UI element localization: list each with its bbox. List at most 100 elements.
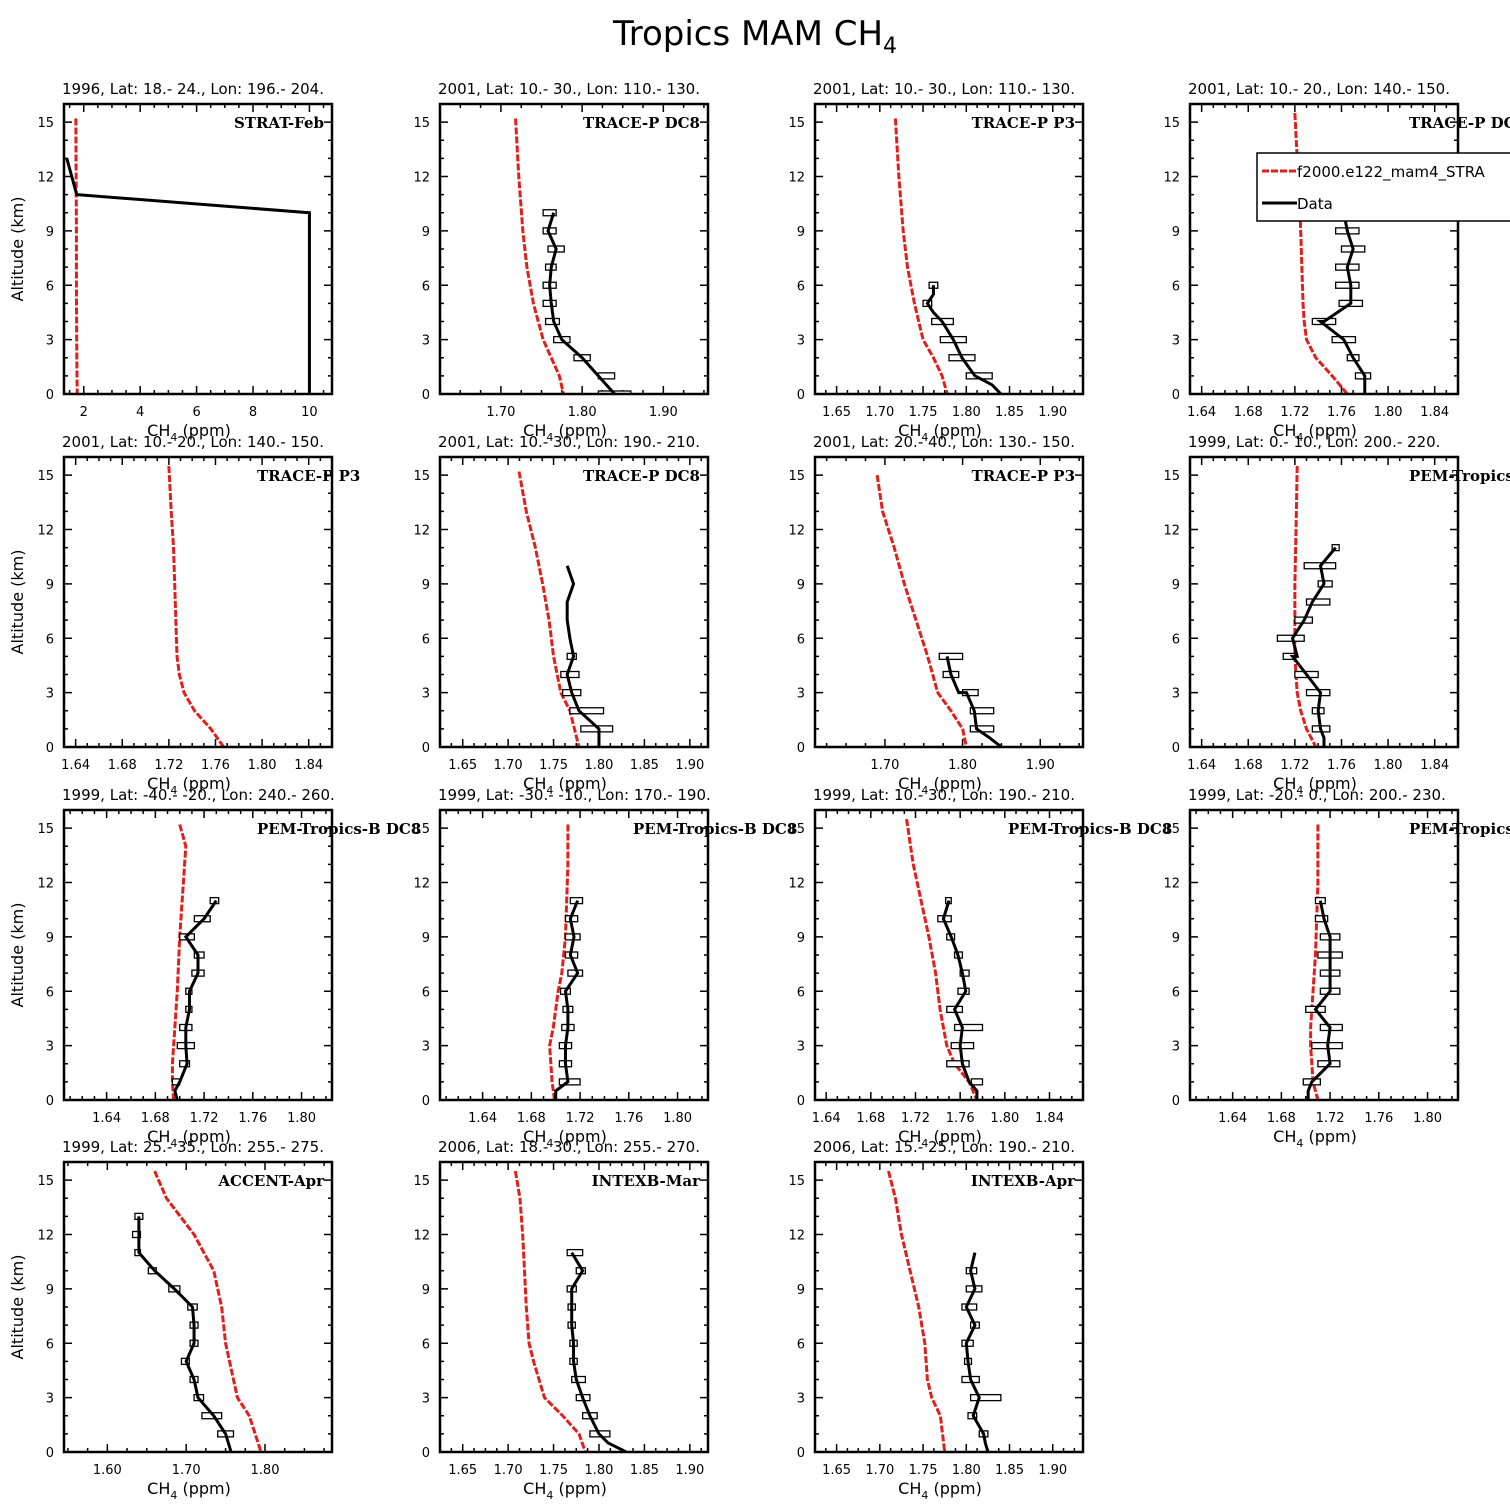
x-tick-label: 1.68	[1267, 1111, 1296, 1126]
x-tick-label: 1.84	[1420, 758, 1449, 773]
x-tick-label: 1.85	[995, 405, 1024, 420]
y-tick-label: 12	[788, 1229, 805, 1244]
x-tick-label: 1.80	[248, 758, 277, 773]
x-tick-label: 1.80	[948, 758, 977, 773]
x-tick-label: 1.75	[539, 758, 568, 773]
panel-tag: STRAT-Feb	[234, 114, 324, 132]
y-tick-label: 0	[797, 388, 805, 403]
x-tick-label: 1.80	[585, 1463, 614, 1478]
panel-frame	[438, 455, 710, 749]
panel-tag: TRACE-P P3	[972, 467, 1075, 485]
y-tick-label: 0	[797, 741, 805, 756]
x-tick-label: 1.80	[568, 405, 597, 420]
x-tick-label: 1.80	[952, 1463, 981, 1478]
x-tick-label: 1.90	[1026, 758, 1055, 773]
x-tick-label: 1.76	[1364, 1111, 1393, 1126]
panel-8: 0 3 6 9 12 15 1.64 1.68 1.72 1.76 1.80 1.84 1999, La…	[1163, 433, 1510, 797]
y-tick-label: 6	[422, 985, 430, 1000]
x-axis-label-post: (ppm)	[553, 421, 606, 440]
y-tick-label: 12	[37, 524, 54, 539]
y-tick-label: 0	[1172, 1094, 1180, 1109]
x-tick-label: 1.68	[517, 1111, 546, 1126]
y-tick-label: 3	[422, 687, 430, 702]
model-line	[170, 824, 188, 1100]
x-tick-label: 1.84	[1035, 1111, 1064, 1126]
y-tick-label: 15	[37, 469, 54, 484]
data-line	[1306, 900, 1332, 1100]
error-box	[560, 670, 580, 679]
error-box	[938, 652, 964, 661]
figure-title-sub: 4	[883, 34, 897, 59]
x-tick-label: 1.72	[1280, 758, 1309, 773]
error-box	[558, 1078, 581, 1086]
panel-15: 0 3 6 9 12 15 1.65 1.70 1.75 1.80 1.85 1.90 2006, La…	[788, 1138, 1085, 1502]
model-line	[548, 824, 570, 1100]
y-tick-label: 12	[1163, 524, 1180, 539]
y-tick-label: 12	[1163, 171, 1180, 186]
y-tick-label: 9	[422, 1283, 430, 1298]
y-tick-label: 15	[37, 116, 54, 131]
x-axis-label-sub: 4	[546, 784, 553, 797]
y-tick-label: 9	[797, 578, 805, 593]
error-box	[946, 1060, 970, 1068]
x-tick-label: 1.65	[448, 1463, 477, 1478]
x-tick-label: 1.90	[1038, 405, 1067, 420]
y-tick-label: 9	[46, 225, 54, 240]
x-tick-label: 1.64	[1187, 758, 1216, 773]
x-tick-label: 1.60	[93, 1463, 122, 1478]
y-tick-label: 0	[46, 1446, 54, 1461]
y-tick-label: 15	[1163, 469, 1180, 484]
plot-area	[1293, 112, 1372, 394]
y-tick-label: 0	[422, 1094, 430, 1109]
y-tick-label: 3	[422, 1392, 430, 1407]
y-tick-label: 12	[788, 524, 805, 539]
x-axis-label-sub: 4	[921, 784, 928, 797]
x-tick-label: 1.80	[952, 405, 981, 420]
y-tick-label: 9	[46, 1283, 54, 1298]
x-tick-label: 1.68	[141, 1111, 170, 1126]
x-tick-label: 1.70	[865, 1463, 894, 1478]
y-tick-label: 9	[1172, 931, 1180, 946]
error-box	[969, 707, 995, 715]
x-axis-label-sub: 4	[170, 431, 177, 444]
x-tick-label: 1.70	[486, 405, 515, 420]
x-tick-label: 1.64	[1187, 405, 1216, 420]
x-axis-label: CH4 (ppm)	[898, 1479, 982, 1502]
x-tick-label: 1.68	[856, 1111, 885, 1126]
y-tick-label: 12	[37, 171, 54, 186]
x-tick-label: 1.64	[1218, 1111, 1247, 1126]
x-axis-label-post: (ppm)	[1303, 421, 1356, 440]
panel-4: 0 3 6 9 12 15 1.64 1.68 1.72 1.76 1.80 1.84 2001, La…	[1163, 80, 1510, 444]
x-axis-label: CH4 (ppm)	[523, 1127, 607, 1150]
y-tick-label: 9	[422, 578, 430, 593]
data-line	[554, 900, 580, 1100]
model-line	[1293, 466, 1318, 747]
y-tick-label: 3	[46, 1392, 54, 1407]
x-tick-label: 1.75	[909, 405, 938, 420]
plot-area	[548, 824, 584, 1100]
data-line	[964, 1252, 990, 1452]
x-axis-label: CH4 (ppm)	[523, 421, 607, 444]
panel-6: 0 3 6 9 12 15 1.65 1.70 1.75 1.80 1.85 1.90 2001, La…	[413, 433, 710, 797]
y-tick-label: 12	[37, 877, 54, 892]
panel-10: 0 3 6 9 12 15 1.64 1.68 1.72 1.76 1.80 1999, Lat: -…	[413, 786, 797, 1150]
x-tick-label: 1.70	[865, 405, 894, 420]
panel-tag: TRACE-P P3	[257, 467, 360, 485]
x-tick-label: 1.90	[675, 758, 704, 773]
y-tick-label: 3	[797, 687, 805, 702]
legend-box	[1256, 152, 1510, 222]
y-tick-label: 3	[1172, 334, 1180, 349]
error-box	[961, 1303, 978, 1311]
x-axis-label: CH4 (ppm)	[898, 774, 982, 797]
x-tick-label: 1.72	[190, 1111, 219, 1126]
model-line	[167, 465, 225, 747]
y-tick-label: 0	[1172, 741, 1180, 756]
x-axis-label-sub: 4	[921, 431, 928, 444]
y-axis-label: Altitude (km)	[8, 197, 27, 302]
x-tick-label: 1.76	[614, 1111, 643, 1126]
x-tick-label: 1.75	[539, 1463, 568, 1478]
x-axis-label-sub: 4	[921, 1137, 928, 1150]
x-axis-label-post: (ppm)	[1303, 774, 1356, 793]
x-tick-label: 1.76	[1327, 405, 1356, 420]
